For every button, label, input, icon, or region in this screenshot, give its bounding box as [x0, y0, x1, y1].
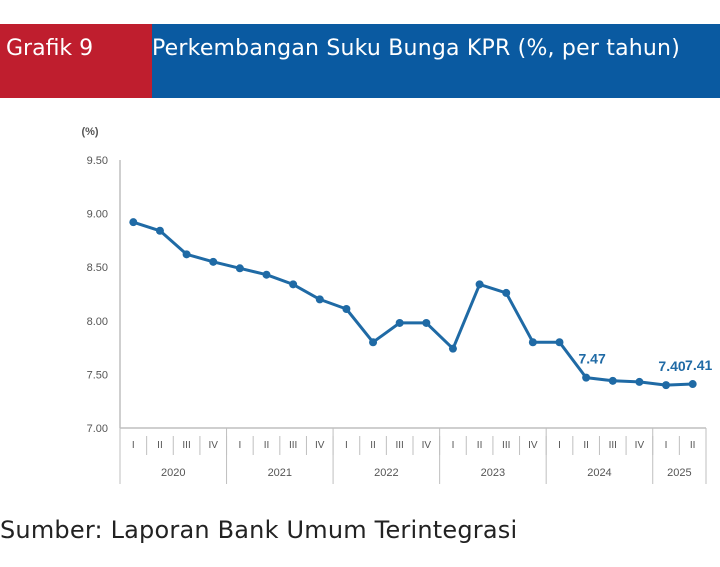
data-point	[289, 280, 298, 289]
figure-number: Grafik 9	[0, 24, 152, 98]
data-point	[235, 264, 244, 273]
data-label: 7.40	[658, 358, 685, 374]
x-tick-label: IV	[209, 440, 219, 451]
data-point	[369, 338, 378, 347]
data-point	[475, 280, 484, 289]
x-tick-label: III	[609, 440, 617, 451]
x-tick-label: III	[289, 440, 297, 451]
x-tick-label: I	[132, 440, 135, 451]
x-tick-label: IV	[635, 440, 645, 451]
x-tick-label: II	[264, 440, 270, 451]
data-label: 7.47	[579, 351, 606, 367]
y-tick-label: 7.00	[87, 423, 108, 435]
data-point	[315, 295, 324, 304]
y-tick-label: 8.00	[87, 316, 108, 328]
data-point	[662, 381, 671, 390]
data-point	[448, 344, 457, 353]
data-point	[209, 257, 218, 266]
x-tick-label: II	[370, 440, 376, 451]
data-point	[688, 380, 697, 389]
data-point	[182, 250, 191, 259]
y-tick-label: 8.50	[87, 262, 108, 274]
x-tick-label: I	[665, 440, 668, 451]
y-tick-label: 9.50	[87, 155, 108, 167]
x-tick-label: I	[238, 440, 241, 451]
y-tick-label: 9.00	[87, 209, 108, 221]
year-label: 2021	[268, 467, 292, 479]
x-tick-label: III	[182, 440, 190, 451]
data-point	[555, 338, 564, 347]
source-note: Sumber: Laporan Bank Umum Terintegrasi	[0, 516, 518, 544]
data-point	[342, 305, 351, 314]
data-point	[262, 270, 271, 279]
x-tick-label: III	[502, 440, 510, 451]
x-tick-label: II	[690, 440, 696, 451]
series-line	[132, 220, 693, 387]
data-point	[608, 376, 617, 385]
data-point	[528, 338, 537, 347]
year-label: 2024	[587, 467, 611, 479]
data-point	[422, 318, 431, 327]
data-point	[502, 288, 511, 297]
data-point	[395, 318, 404, 327]
chart-title: Perkembangan Suku Bunga KPR (%, per tahu…	[152, 24, 720, 98]
line-chart: (%)7.007.508.008.509.009.50I II III IV I II II…	[81, 126, 713, 484]
year-label: 2020	[161, 467, 185, 479]
chart-header: Grafik 9 Perkembangan Suku Bunga KPR (%,…	[0, 24, 720, 98]
x-tick-label: IV	[528, 440, 538, 451]
y-tick-label: 7.50	[87, 369, 108, 381]
x-tick-label: I	[558, 440, 561, 451]
x-tick-label: II	[583, 440, 589, 451]
year-label: 2025	[667, 467, 691, 479]
year-label: 2023	[481, 467, 505, 479]
data-point	[635, 377, 644, 386]
x-tick-label: II	[477, 440, 483, 451]
data-point	[155, 226, 164, 235]
data-point	[129, 218, 138, 227]
x-tick-label: I	[345, 440, 348, 451]
x-tick-label: II	[157, 440, 163, 451]
year-label: 2022	[374, 467, 398, 479]
data-label: 7.41	[685, 357, 712, 373]
y-axis-label: (%)	[81, 126, 98, 138]
x-tick-label: III	[396, 440, 404, 451]
x-tick-label: IV	[315, 440, 325, 451]
x-tick-label: IV	[422, 440, 432, 451]
data-point	[582, 373, 591, 382]
x-tick-label: I	[452, 440, 455, 451]
